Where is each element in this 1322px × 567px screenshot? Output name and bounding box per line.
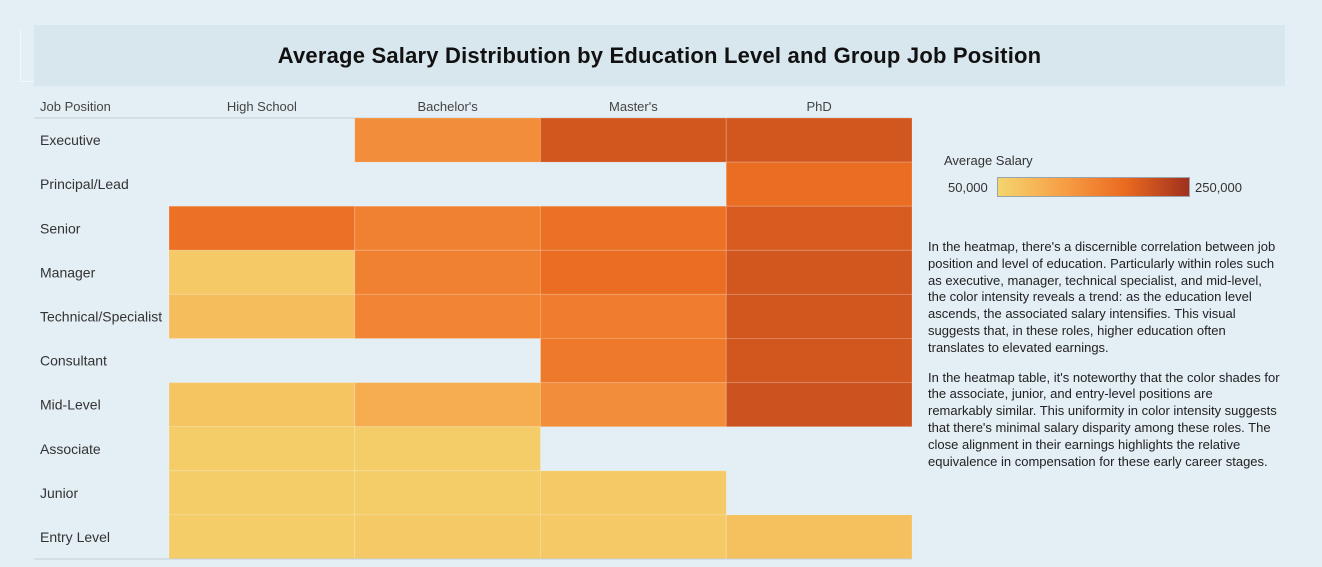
- heatmap-cell: [168, 382, 356, 428]
- heatmap-cell: [354, 514, 541, 560]
- row-label: Executive: [40, 132, 101, 148]
- annotation-notes: In the heatmap, there's a discernible co…: [928, 239, 1280, 483]
- heatmap-cell: [354, 426, 541, 472]
- heatmap-cell: [540, 205, 727, 251]
- column-header: PhD: [806, 99, 831, 114]
- heatmap-cell: [540, 382, 727, 428]
- color-legend: Average Salary 50,000 250,000: [944, 153, 1274, 203]
- heatmap-cell: [168, 426, 356, 472]
- heatmap-cell: [168, 470, 356, 516]
- legend-gradient-bar: [997, 177, 1190, 197]
- heatmap-cell: [168, 514, 356, 560]
- heatmap-cell: [725, 514, 913, 560]
- row-label: Senior: [40, 220, 81, 236]
- heatmap-cell: [540, 293, 727, 339]
- decorative-line-vertical: [20, 30, 21, 82]
- heatmap-cell: [354, 293, 541, 339]
- row-label: Associate: [40, 441, 101, 457]
- heatmap-cell: [725, 382, 913, 428]
- title-band: Average Salary Distribution by Education…: [34, 25, 1285, 86]
- row-label: Entry Level: [40, 529, 110, 545]
- note-paragraph-1: In the heatmap, there's a discernible co…: [928, 239, 1276, 355]
- heatmap-cell: [354, 249, 541, 295]
- heatmap-cell: [540, 249, 727, 295]
- heatmap-cell: [540, 470, 727, 516]
- heatmap-cell: [168, 293, 356, 339]
- heatmap-cell: [168, 249, 356, 295]
- heatmap-cell: [540, 117, 727, 163]
- chart-title: Average Salary Distribution by Education…: [277, 42, 1042, 68]
- legend-max-label: 250,000: [1195, 180, 1242, 195]
- heatmap-cell: [725, 293, 913, 339]
- column-header: High School: [227, 99, 297, 114]
- column-header: Bachelor's: [417, 99, 478, 114]
- row-label: Principal/Lead: [40, 176, 129, 192]
- column-header: Master's: [609, 99, 658, 114]
- heatmap-cell: [540, 338, 727, 384]
- heatmap-cell: [725, 338, 913, 384]
- row-label: Junior: [40, 485, 78, 501]
- note-paragraph-2: In the heatmap table, it's noteworthy th…: [928, 369, 1280, 469]
- row-label: Consultant: [40, 353, 107, 369]
- row-header-label: Job Position: [40, 99, 111, 114]
- heatmap-cell: [540, 514, 727, 560]
- heatmap-cell: [168, 205, 356, 251]
- heatmap-cell: [354, 117, 541, 163]
- row-label: Technical/Specialist: [40, 308, 162, 324]
- heatmap-cell: [354, 470, 541, 516]
- heatmap-cell: [354, 382, 541, 428]
- legend-min-label: 50,000: [948, 180, 988, 195]
- heatmap-cell: [725, 205, 913, 251]
- heatmap-cell: [725, 249, 913, 295]
- legend-title: Average Salary: [944, 153, 1033, 168]
- row-label: Mid-Level: [40, 397, 101, 413]
- heatmap-cell: [725, 161, 913, 207]
- row-label: Manager: [40, 264, 96, 280]
- heatmap-cell: [354, 205, 541, 251]
- heatmap-cell: [725, 117, 913, 163]
